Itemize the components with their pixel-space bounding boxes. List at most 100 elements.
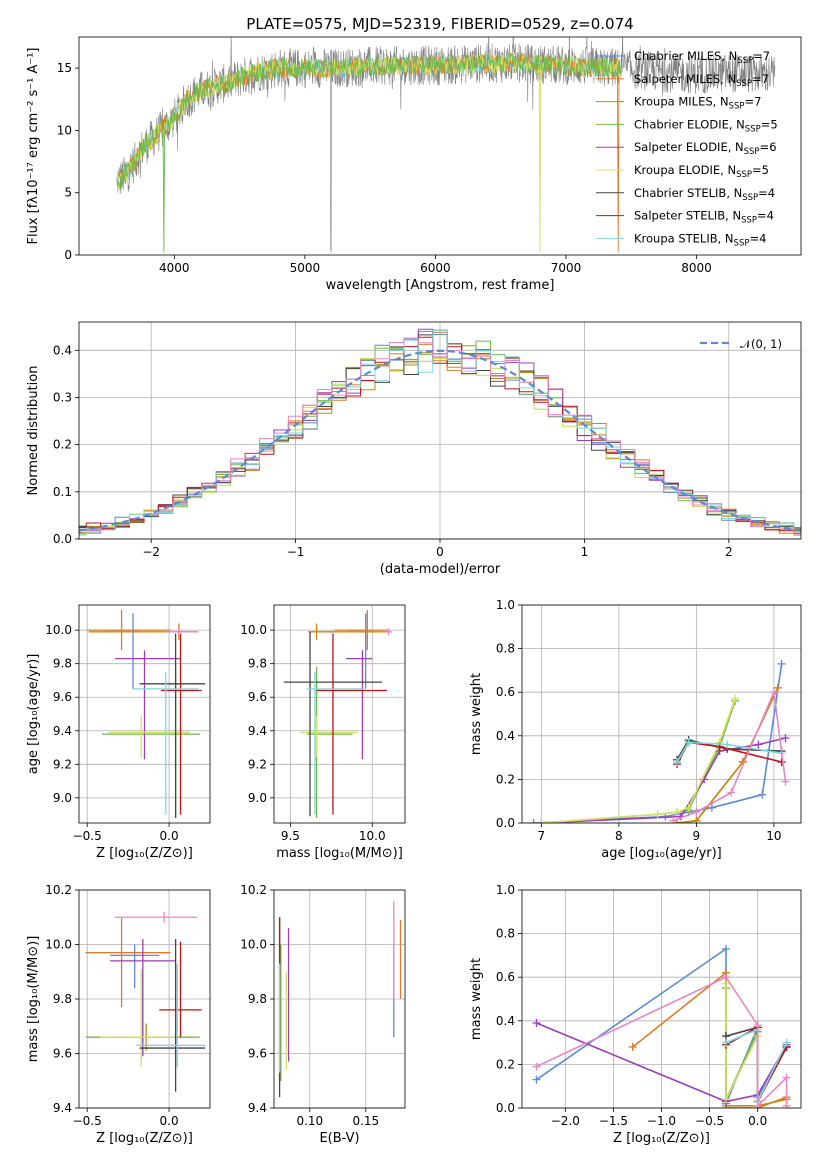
x-tick-label: 0.0 xyxy=(160,1114,179,1128)
errorbar-point xyxy=(87,610,171,651)
weight-series-line xyxy=(536,1022,788,1103)
y-tick-label: 0.2 xyxy=(53,438,72,452)
weight-marker xyxy=(684,738,693,747)
legend-suffix: =4 xyxy=(749,231,766,245)
residuals-plot-area xyxy=(79,328,801,536)
x-tick-label: 4000 xyxy=(159,261,190,275)
weight-marker xyxy=(707,803,716,812)
weight-series-line xyxy=(676,741,782,763)
weight-marker xyxy=(692,816,701,823)
mass-vs-z-frame xyxy=(78,889,211,1109)
y-tick-label: 0.8 xyxy=(496,642,515,656)
y-tick-label: 0.0 xyxy=(496,1101,515,1115)
y-tick-label: 10.2 xyxy=(45,883,72,897)
y-tick-label: 9.4 xyxy=(248,724,267,738)
errorbar-point xyxy=(139,633,206,818)
x-axis-label: Z [log₁₀(Z/Z⊙)] xyxy=(613,1131,710,1146)
legend-subscript: SSP xyxy=(745,124,761,134)
x-tick-label: 10 xyxy=(766,829,781,843)
errorbar-point xyxy=(334,610,389,651)
errorbar-point xyxy=(349,613,373,689)
weight-vs-age-plot-area xyxy=(529,659,790,823)
legend-subscript: SSP xyxy=(729,102,745,112)
y-tick-label: 0.4 xyxy=(496,1014,515,1028)
x-axis-label: E(B-V) xyxy=(319,1131,359,1146)
legend-text: Kroupa MILES, N xyxy=(634,95,729,109)
legend-text: Salpeter STELIB, N xyxy=(634,209,741,223)
errorbar-point xyxy=(101,667,201,818)
errorbar-point xyxy=(165,628,199,636)
x-axis-label: (data-model)/error xyxy=(380,562,501,577)
residuals-frame xyxy=(78,321,802,540)
weight-series-line xyxy=(536,976,788,1108)
age-vs-z-plot-area xyxy=(87,610,206,818)
y-tick-label: 10.0 xyxy=(45,938,72,952)
x-axis-label: age [log₁₀(age/yr)] xyxy=(601,846,722,861)
weight-marker xyxy=(721,1038,730,1047)
errorbar-point xyxy=(108,715,191,758)
x-tick-label: 2 xyxy=(725,545,733,559)
y-tick-label: 10.2 xyxy=(240,883,267,897)
y-tick-label: 10.0 xyxy=(240,623,267,637)
legend-entry: Salpeter STELIB, NSSP=4 xyxy=(634,209,774,226)
weight-series xyxy=(532,973,791,1108)
x-tick-label: 6000 xyxy=(420,261,451,275)
legend-suffix: =4 xyxy=(758,186,775,200)
legend-entry: Chabrier STELIB, NSSP=4 xyxy=(634,186,775,203)
y-tick-label: 9.4 xyxy=(53,724,72,738)
y-axis-label: mass [log₁₀(M/M⊙)] xyxy=(26,936,41,1063)
errorbar-point xyxy=(133,672,199,815)
weight-marker xyxy=(753,1021,762,1030)
weight-marker xyxy=(532,1075,541,1084)
x-tick-label: 9 xyxy=(693,829,701,843)
y-tick-label: 0.2 xyxy=(496,772,515,786)
legend-subscript: SSP xyxy=(737,56,753,66)
y-axis-label: mass weight xyxy=(469,673,484,755)
spectrum-model-line xyxy=(116,53,622,253)
y-tick-label: 9.0 xyxy=(53,791,72,805)
weight-marker xyxy=(753,1101,762,1108)
errorbar-point xyxy=(110,939,176,1057)
gaussian-curve xyxy=(79,349,801,532)
legend-suffix: =5 xyxy=(752,163,769,177)
weight-marker xyxy=(529,819,538,823)
spectrum-model-line xyxy=(116,52,622,253)
weight-marker xyxy=(692,808,701,817)
weight-vs-z-plot-area xyxy=(532,944,791,1108)
weight-marker xyxy=(673,808,681,817)
mass-vs-ebv-panel: 0.10 0.15 9.4 9.6 9.8 10.0 10.2 E(B-V) xyxy=(240,883,406,1146)
y-tick-label: 9.6 xyxy=(248,690,267,704)
x-tick-label: 0.15 xyxy=(352,1114,379,1128)
x-tick-label: 0.10 xyxy=(296,1114,323,1128)
y-tick-label: 0.2 xyxy=(496,1057,515,1071)
spectrum-frame xyxy=(78,36,802,256)
weight-vs-age-frame xyxy=(521,604,802,824)
weight-marker xyxy=(754,740,763,749)
weight-marker xyxy=(782,1073,791,1082)
legend-entry: Chabrier MILES, NSSP=7 xyxy=(634,49,770,66)
errorbar-point xyxy=(110,944,160,989)
x-tick-label: 0.0 xyxy=(748,1114,767,1128)
y-tick-label: 9.4 xyxy=(53,1101,72,1115)
weight-marker xyxy=(758,790,767,799)
weight-marker xyxy=(782,1101,791,1108)
weight-marker xyxy=(727,788,736,797)
legend-subscript: SSP xyxy=(736,79,752,89)
x-tick-label: 5000 xyxy=(290,261,321,275)
x-axis-label: mass [log₁₀(M/M⊙)] xyxy=(276,846,403,861)
x-tick-label: −0.5 xyxy=(695,1114,724,1128)
legend-entry: 𝒩(0, 1) xyxy=(740,337,782,351)
errorbar-point xyxy=(316,633,387,815)
x-tick-label: −0.5 xyxy=(73,829,102,843)
x-tick-label: −1 xyxy=(287,545,305,559)
weight-marker xyxy=(537,819,546,823)
weight-marker xyxy=(731,694,740,703)
errorbar-point xyxy=(385,628,392,636)
chart-title: PLATE=0575, MJD=52319, FIBERID=0529, z=0… xyxy=(246,15,633,33)
errorbar-point xyxy=(139,939,206,1092)
y-tick-label: 9.4 xyxy=(248,1101,267,1115)
age-vs-mass-panel: 9.5 10.0 9.0 9.2 9.4 9.6 9.8 10.0 mass [log₁₀(M/… xyxy=(240,604,406,861)
legend-text: Kroupa STELIB, N xyxy=(634,231,734,245)
weight-series-line xyxy=(541,698,736,823)
